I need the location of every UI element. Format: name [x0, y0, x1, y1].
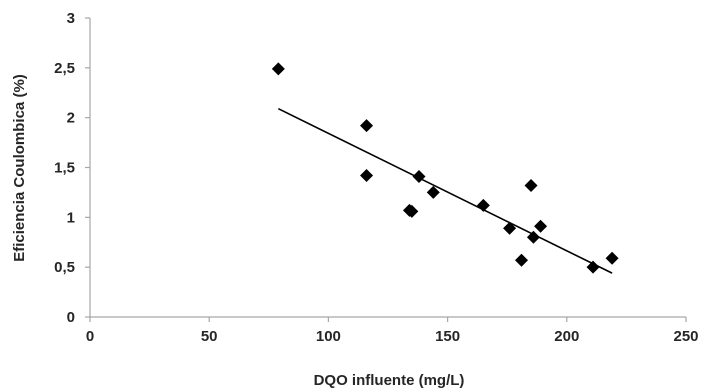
- y-tick-label: 2,5: [54, 60, 75, 77]
- data-point: [360, 119, 374, 133]
- data-point: [526, 230, 540, 244]
- data-point: [586, 260, 600, 274]
- data-point: [476, 198, 490, 212]
- data-point: [412, 169, 426, 183]
- trendline-group: [277, 107, 613, 274]
- data-point: [405, 204, 419, 218]
- trendline: [277, 107, 613, 274]
- y-tick-label: 3: [67, 10, 75, 27]
- x-axis-title: DQO influente (mg/L): [314, 372, 465, 389]
- axes: [85, 17, 687, 322]
- data-point: [503, 221, 517, 235]
- data-point: [426, 185, 440, 199]
- y-tick-label: 1: [67, 209, 75, 226]
- x-tick-label: 50: [201, 328, 218, 345]
- x-tick-label: 150: [435, 328, 460, 345]
- x-tick-label: 250: [673, 328, 698, 345]
- y-tick-label: 2: [67, 110, 75, 127]
- data-point: [524, 178, 538, 192]
- data-point: [605, 251, 619, 265]
- data-point: [271, 62, 285, 76]
- y-tick-label: 1,5: [54, 160, 75, 177]
- x-tick-label: 100: [316, 328, 341, 345]
- tick-labels: 0 0,5 1 1,5 2 2,5 3 0 50 100 150 200 250: [54, 10, 698, 345]
- data-point: [360, 168, 374, 182]
- data-point: [534, 219, 548, 233]
- data-point: [515, 253, 529, 267]
- y-tick-label: 0: [67, 309, 75, 326]
- y-tick-label: 0,5: [54, 259, 75, 276]
- x-tick-label: 0: [86, 328, 94, 345]
- data-points: [271, 62, 619, 274]
- y-axis-title: Eficiencia Coulombica (%): [11, 74, 28, 262]
- x-tick-label: 200: [554, 328, 579, 345]
